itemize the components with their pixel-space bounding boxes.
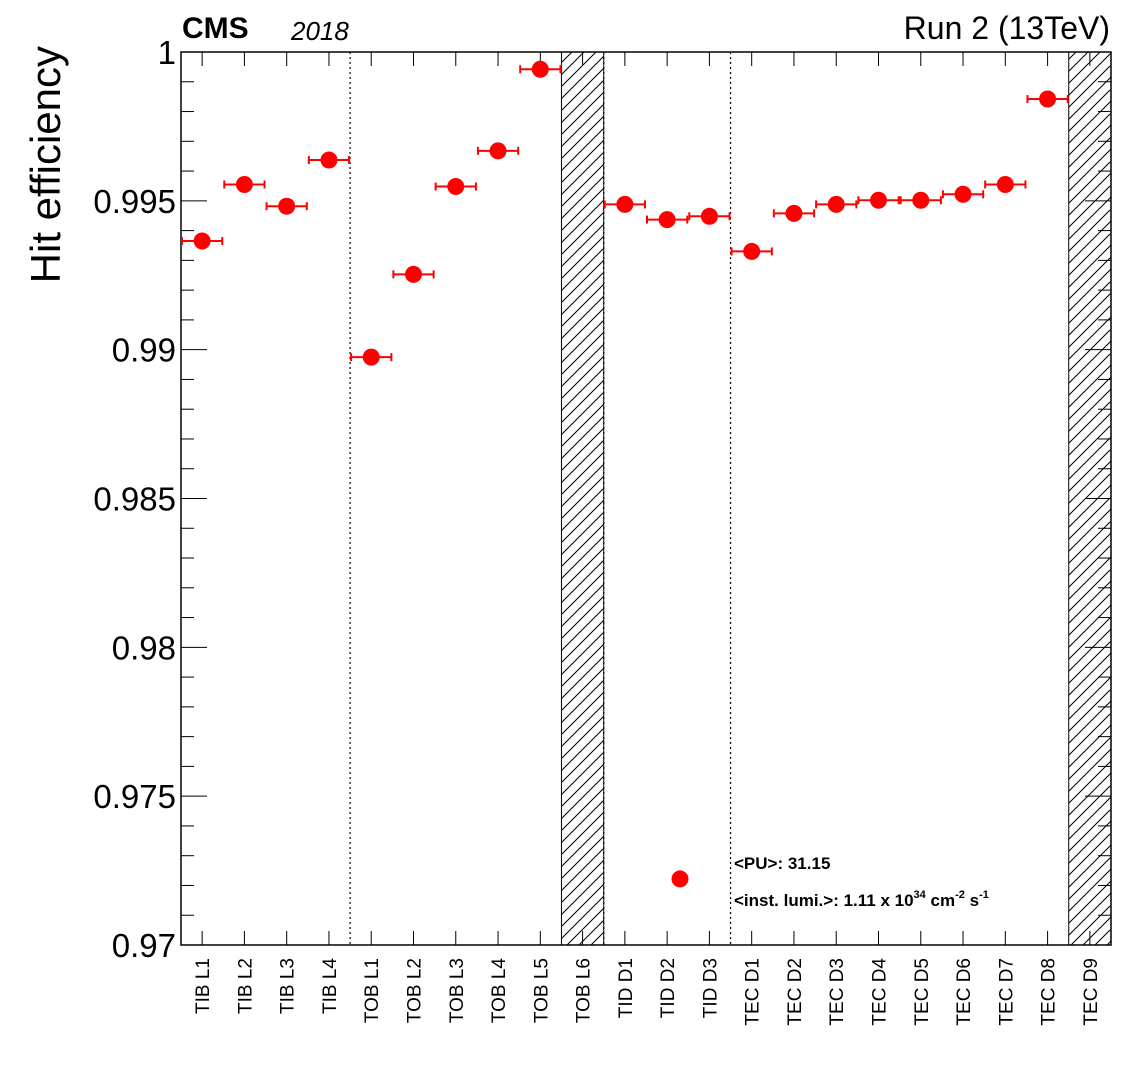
point-tob-l4: [476, 142, 520, 160]
marker: [743, 242, 761, 260]
x-tick-label-tid-d1: TID D1: [616, 958, 637, 1018]
plot-frame: [180, 51, 1112, 946]
point-tec-d2: [772, 204, 816, 222]
y-tick-label: 0.995: [93, 183, 176, 220]
x-tick-label-tec-d1: TEC D1: [743, 958, 764, 1026]
y-tick-label: 1: [158, 34, 176, 71]
y-tick-label: 0.975: [93, 778, 176, 815]
experiment-label: CMS: [182, 12, 249, 45]
x-tick-label-tib-l1: TIB L1: [193, 958, 214, 1014]
marker: [870, 191, 887, 209]
point-tec-d6: [941, 185, 985, 203]
point-tec-d3: [815, 195, 858, 213]
x-tick-label-tob-l3: TOB L3: [447, 958, 468, 1023]
marker: [827, 195, 845, 213]
y-tick-label: 0.99: [112, 332, 176, 369]
x-tick-label-tib-l2: TIB L2: [235, 958, 256, 1014]
marker: [278, 197, 296, 215]
marker: [447, 178, 465, 196]
point-tec-d4: [857, 191, 900, 209]
marker: [912, 191, 930, 209]
x-tick-label-tec-d8: TEC D8: [1039, 958, 1060, 1026]
point-tec-d5: [899, 191, 942, 209]
excluded-region-tob-l6: [560, 51, 605, 946]
point-tob-l2: [392, 265, 435, 283]
point-tob-l1: [350, 348, 393, 366]
marker: [235, 175, 253, 193]
x-tick-label-tib-l4: TIB L4: [320, 958, 341, 1014]
x-tick-label-tob-l5: TOB L5: [531, 958, 552, 1023]
excluded-regions: [560, 51, 1112, 946]
legend-marker: [671, 870, 689, 888]
point-tec-d1: [730, 242, 773, 260]
x-tick-label-tec-d4: TEC D4: [870, 958, 891, 1026]
x-axis-ticks: TIB L1 TIB L2 TIB L3 TIB L4 TOB L1 TOB L2 TOB …: [193, 52, 1102, 1026]
x-tick-label-tec-d2: TEC D2: [785, 958, 806, 1026]
pu-annotation: <PU>: 31.15: [734, 854, 830, 873]
point-tid-d3: [688, 207, 731, 225]
marker: [362, 348, 380, 366]
x-tick-label-tec-d5: TEC D5: [912, 958, 933, 1026]
x-tick-label-tob-l4: TOB L4: [489, 958, 510, 1024]
y-tick-label: 0.97: [112, 927, 176, 964]
y-tick-label: 0.985: [93, 481, 176, 518]
point-tid-d1: [603, 195, 646, 213]
marker: [193, 232, 211, 250]
x-tick-label-tec-d3: TEC D3: [827, 958, 848, 1026]
marker: [320, 151, 338, 169]
marker: [785, 204, 803, 222]
marker: [531, 60, 549, 78]
x-tick-label-tid-d3: TID D3: [700, 958, 721, 1018]
data-points: [181, 60, 1069, 366]
annotation: <PU>: 31.15 <inst. lumi.>: 1.11 x 1034 c…: [671, 854, 989, 910]
lumi-annotation: <inst. lumi.>: 1.11 x 1034 cm-2 s-1: [734, 889, 989, 910]
marker: [616, 195, 634, 213]
marker: [489, 142, 507, 160]
marker: [405, 265, 422, 283]
point-tib-l4: [307, 151, 351, 169]
y-axis-ticks: 0.97 0.975 0.98 0.985 0.99 0.995 1: [93, 34, 1111, 964]
x-tick-label-tob-l6: TOB L6: [574, 958, 595, 1023]
marker: [954, 185, 972, 203]
x-tick-label-tec-d7: TEC D7: [996, 958, 1017, 1026]
y-tick-label: 0.98: [112, 629, 176, 666]
marker: [996, 175, 1014, 193]
point-tob-l3: [434, 178, 477, 196]
x-tick-label-tob-l1: TOB L1: [362, 958, 383, 1023]
x-tick-label-tib-l3: TIB L3: [278, 958, 299, 1014]
marker: [658, 211, 676, 229]
point-tec-d8: [1026, 90, 1069, 108]
x-tick-label-tec-d9: TEC D9: [1081, 958, 1102, 1026]
x-tick-label-tid-d2: TID D2: [658, 958, 679, 1018]
year-label: 2018: [290, 16, 349, 46]
point-tib-l2: [223, 175, 266, 193]
y-axis-title: Hit efficiency: [22, 46, 69, 283]
x-tick-label-tob-l2: TOB L2: [405, 958, 426, 1023]
point-tid-d2: [646, 211, 689, 229]
x-tick-label-tec-d6: TEC D6: [954, 958, 975, 1026]
group-separators: [349, 52, 732, 945]
marker: [1039, 90, 1057, 108]
point-tec-d7: [984, 175, 1027, 193]
point-tib-l1: [181, 232, 224, 250]
run-label: Run 2 (13TeV): [904, 10, 1110, 46]
marker: [700, 207, 718, 225]
point-tob-l5: [519, 60, 562, 78]
point-tib-l3: [265, 197, 308, 215]
